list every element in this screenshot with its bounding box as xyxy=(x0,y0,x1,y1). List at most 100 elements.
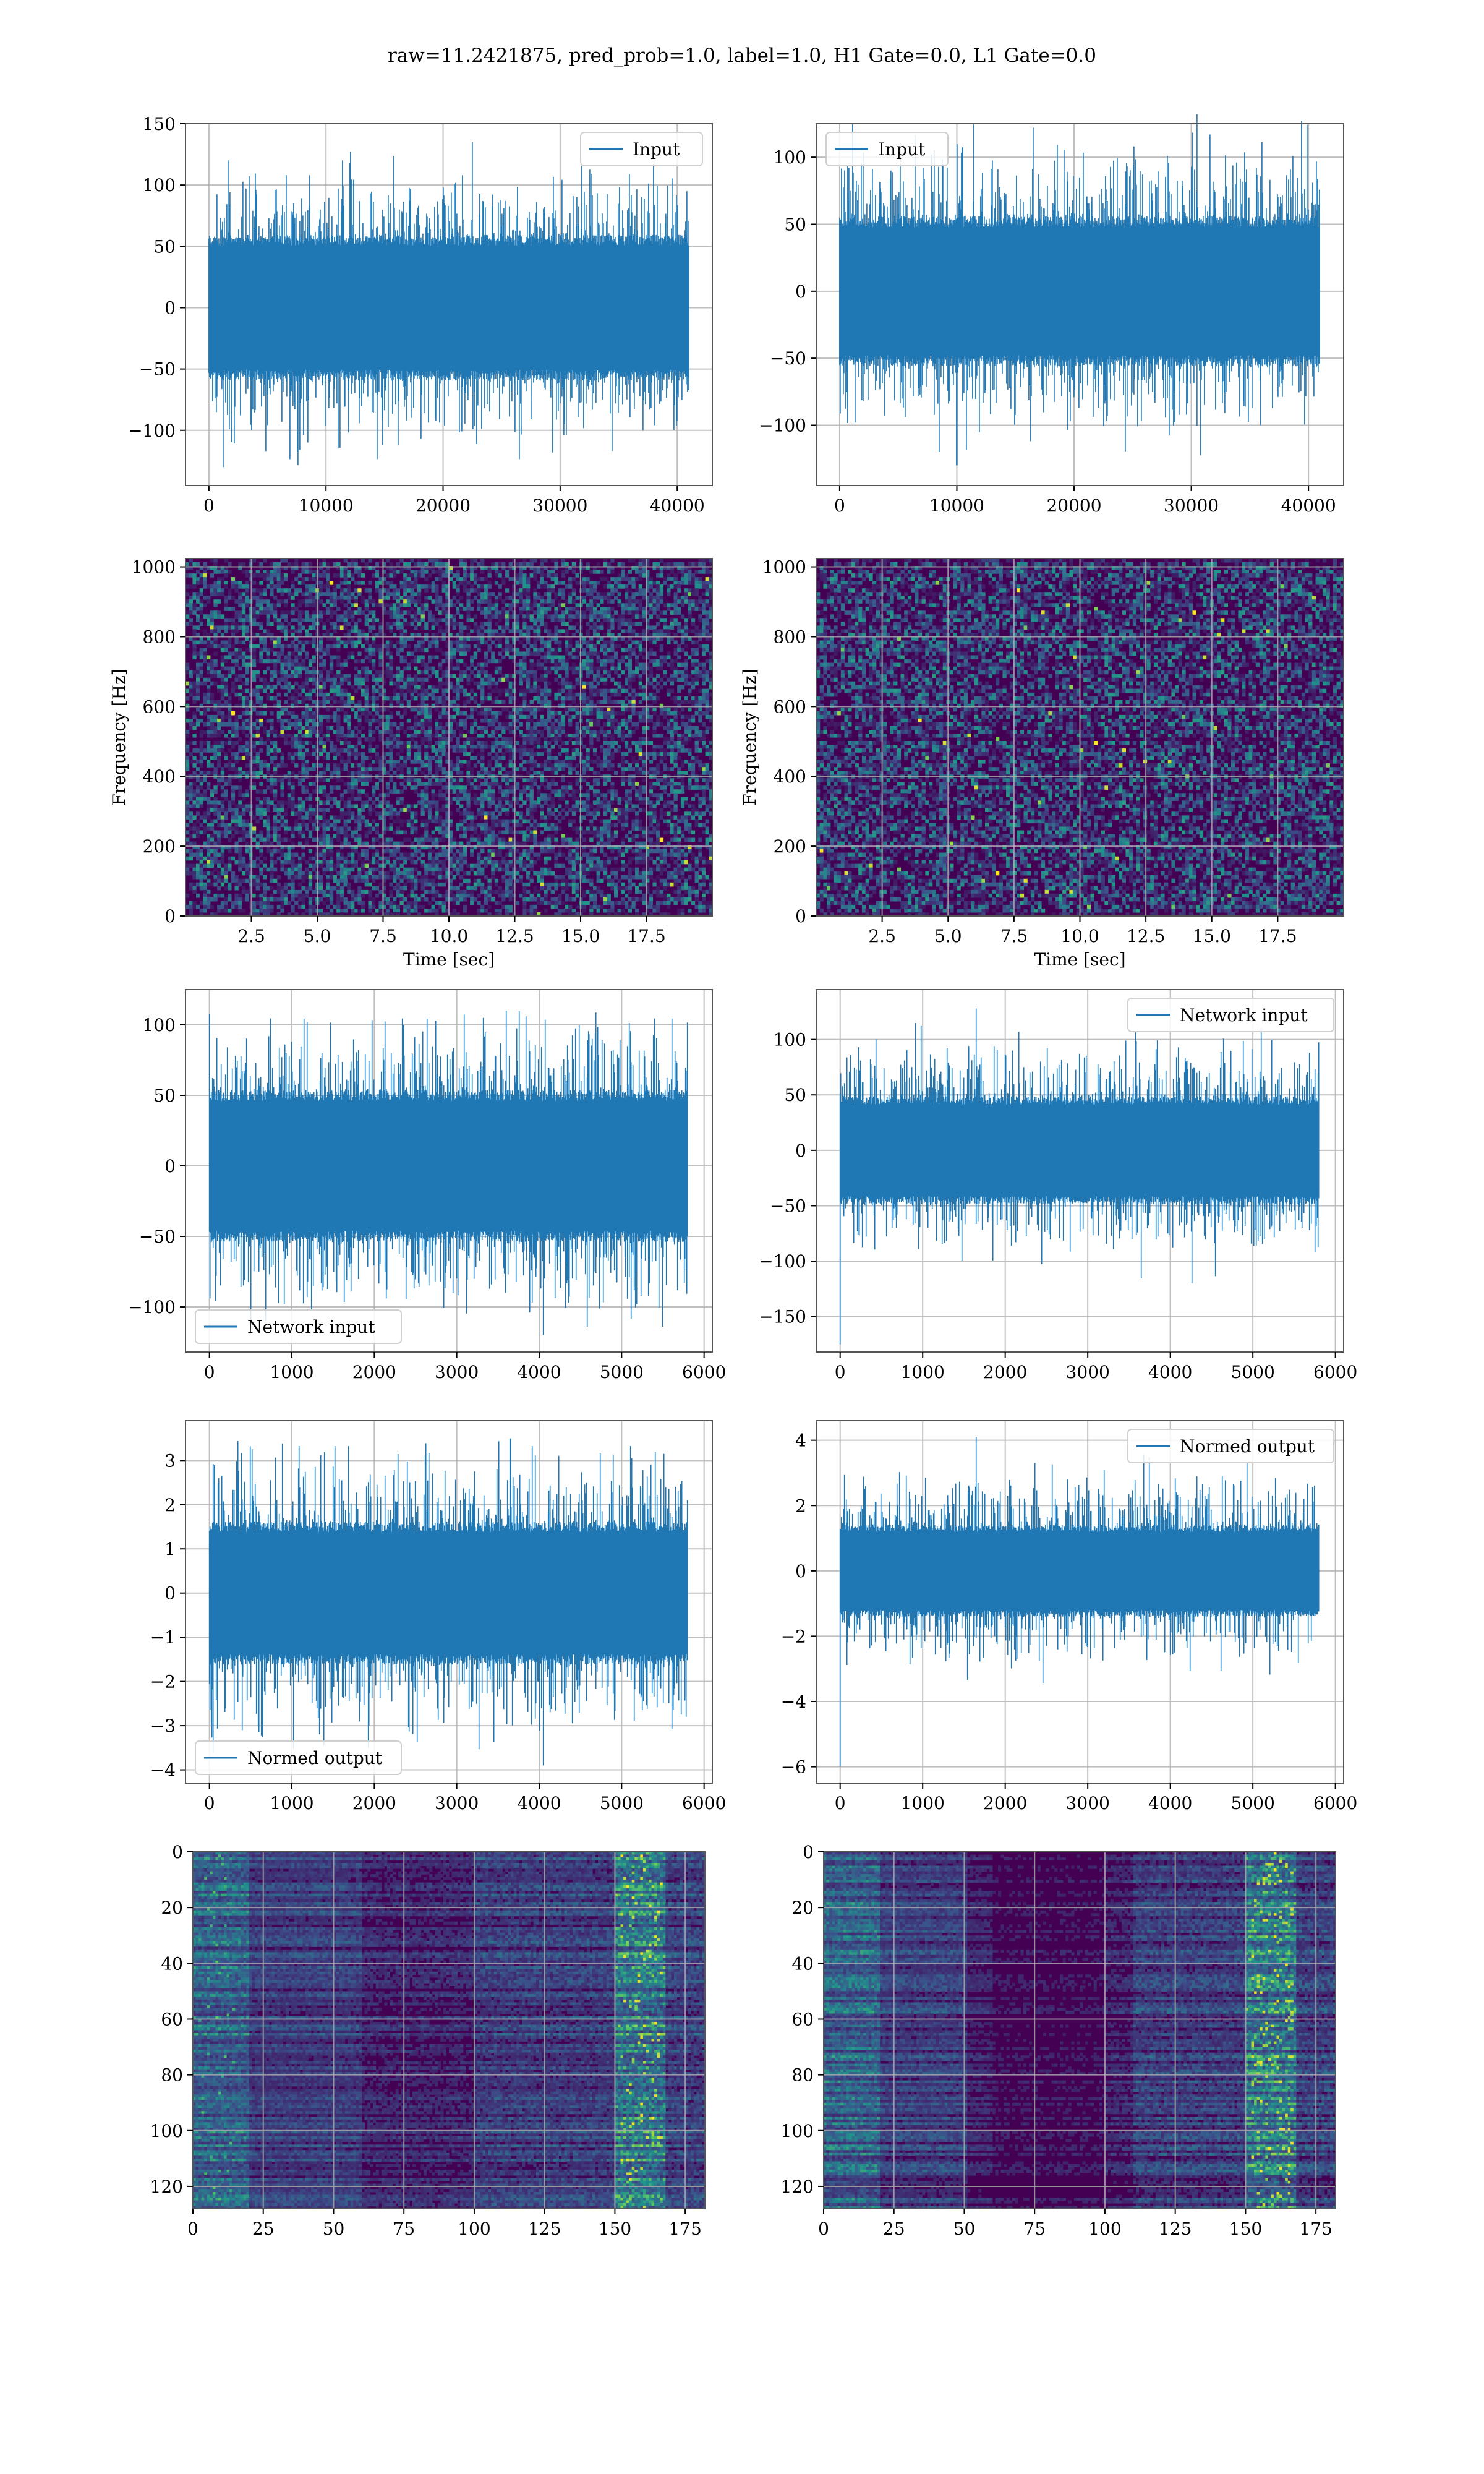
heatmap-cell xyxy=(592,688,597,693)
heatmap-cell xyxy=(406,748,411,753)
heatmap-cell xyxy=(610,618,615,622)
heatmap-cell xyxy=(519,734,523,738)
heatmap-cell xyxy=(199,760,203,764)
heatmap-cell xyxy=(329,666,334,671)
heatmap-cell xyxy=(347,640,351,645)
heatmap-cell xyxy=(441,636,446,641)
heatmap-cell xyxy=(491,730,495,734)
heatmap-cell xyxy=(537,622,541,626)
heatmap-cell xyxy=(617,726,621,730)
heatmap-cell xyxy=(203,640,207,645)
heatmap-cell xyxy=(698,636,702,641)
heatmap-cell xyxy=(705,588,709,593)
heatmap-cell xyxy=(336,596,341,600)
heatmap-cell xyxy=(515,748,520,753)
heatmap-cell xyxy=(357,707,362,712)
heatmap-cell xyxy=(614,688,618,693)
heatmap-cell xyxy=(600,570,604,574)
heatmap-cell xyxy=(326,692,330,697)
heatmap-cell xyxy=(547,700,552,704)
heatmap-cell xyxy=(343,703,348,708)
heatmap-cell xyxy=(607,633,611,637)
heatmap-cell xyxy=(494,636,499,641)
heatmap-cell xyxy=(427,741,432,745)
heatmap-cell xyxy=(435,760,439,764)
heatmap-cell xyxy=(656,581,660,585)
heatmap-cell xyxy=(526,610,531,615)
heatmap-cell xyxy=(582,636,587,641)
heatmap-cell xyxy=(273,670,278,675)
heatmap-cell xyxy=(438,696,443,701)
heatmap-cell xyxy=(343,737,348,742)
heatmap-cell xyxy=(649,714,654,719)
heatmap-cell xyxy=(592,581,597,585)
heatmap-cell xyxy=(515,714,520,719)
heatmap-cell xyxy=(673,726,678,730)
heatmap-cell xyxy=(677,737,681,742)
heatmap-cell xyxy=(526,603,531,607)
heatmap-cell xyxy=(354,752,358,756)
heatmap-cell xyxy=(554,666,558,671)
heatmap-cell xyxy=(575,670,579,675)
heatmap-cell xyxy=(638,718,642,723)
heatmap-cell xyxy=(224,607,228,611)
heatmap-cell xyxy=(480,640,485,645)
heatmap-cell xyxy=(441,692,446,697)
heatmap-cell xyxy=(410,592,414,596)
heatmap-cell xyxy=(347,592,351,596)
heatmap-cell xyxy=(449,685,453,690)
heatmap-cell xyxy=(220,711,225,716)
heatmap-cell xyxy=(667,640,671,645)
heatmap-cell xyxy=(420,607,425,611)
heatmap-cell xyxy=(270,622,274,626)
heatmap-cell xyxy=(308,566,313,570)
heatmap-cell xyxy=(519,722,523,727)
heatmap-cell xyxy=(571,707,576,712)
heatmap-cell xyxy=(508,737,513,742)
heatmap-cell xyxy=(435,607,439,611)
heatmap-cell xyxy=(501,745,506,749)
heatmap-cell xyxy=(512,584,516,589)
heatmap-cell xyxy=(544,745,548,749)
heatmap-cell xyxy=(210,622,215,626)
heatmap-cell xyxy=(508,562,513,567)
heatmap-cell xyxy=(673,718,678,723)
heatmap-cell xyxy=(213,726,218,730)
heatmap-cell xyxy=(420,644,425,649)
heatmap-cell xyxy=(680,700,685,704)
heatmap-cell xyxy=(249,655,253,660)
heatmap-cell xyxy=(667,730,671,734)
heatmap-cell xyxy=(308,752,313,756)
heatmap-cell xyxy=(631,633,636,637)
heatmap-cell xyxy=(694,629,699,633)
heatmap-cell xyxy=(688,752,692,756)
heatmap-cell xyxy=(305,666,309,671)
heatmap-cell xyxy=(228,625,232,630)
heatmap-cell xyxy=(354,603,358,607)
heatmap-cell xyxy=(561,760,566,764)
heatmap-cell xyxy=(203,651,207,656)
heatmap-cell xyxy=(424,711,429,716)
heatmap-cell xyxy=(533,685,537,690)
heatmap-cell xyxy=(252,670,257,675)
heatmap-cell xyxy=(210,559,215,563)
heatmap-cell xyxy=(417,607,422,611)
heatmap-cell xyxy=(522,662,527,667)
heatmap-cell xyxy=(318,726,323,730)
heatmap-cell xyxy=(663,577,667,581)
heatmap-cell xyxy=(494,730,499,734)
heatmap-cell xyxy=(385,625,390,630)
heatmap-cell xyxy=(263,592,267,596)
heatmap-cell xyxy=(628,707,632,712)
heatmap-cell xyxy=(473,636,478,641)
heatmap-cell xyxy=(705,707,709,712)
heatmap-cell xyxy=(252,644,257,649)
heatmap-cell xyxy=(273,763,278,768)
heatmap-cell xyxy=(477,648,481,653)
heatmap-cell xyxy=(196,562,200,567)
heatmap-cell xyxy=(234,677,239,682)
heatmap-cell xyxy=(291,756,295,760)
heatmap-cell xyxy=(470,714,474,719)
heatmap-cell xyxy=(385,610,390,615)
heatmap-cell xyxy=(533,622,537,626)
